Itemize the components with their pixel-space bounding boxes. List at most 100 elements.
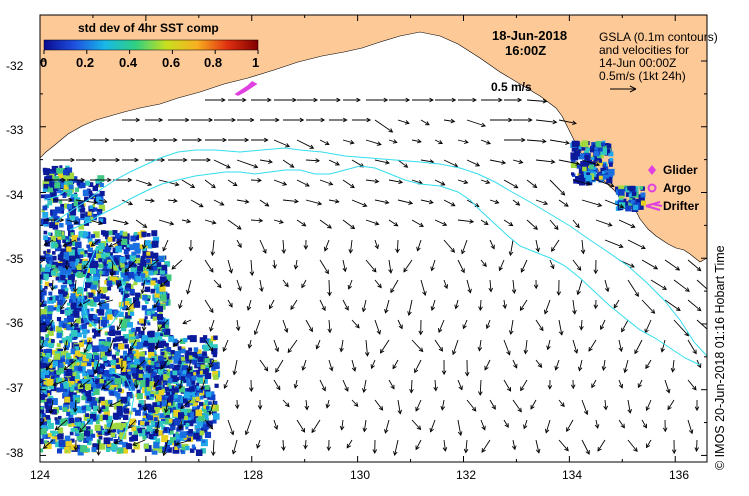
sst-pixel: [112, 230, 118, 236]
velocity-arrow: [370, 359, 376, 370]
velocity-arrow: [303, 439, 308, 450]
colorbar-tick-label: 0.8: [204, 55, 223, 70]
velocity-arrow: [481, 439, 491, 453]
sst-pixel: [128, 329, 134, 334]
velocity-arrow: [282, 159, 295, 168]
colorbar-tick-label: 0: [40, 55, 48, 70]
sst-pixel: [57, 254, 64, 261]
sst-pixel: [72, 374, 79, 381]
sst-pixel: [91, 392, 95, 396]
sst-pixel: [184, 388, 188, 392]
velocity-arrow: [121, 199, 134, 206]
velocity-arrow: [595, 219, 613, 227]
sst-pixel: [163, 356, 167, 360]
sst-pixel: [80, 182, 86, 189]
legend-glider-label: Glider: [663, 163, 698, 177]
sst-pixel: [54, 285, 58, 289]
velocity-arrow: [133, 379, 139, 389]
velocity-arrow: [618, 219, 636, 228]
velocity-arrow: [180, 399, 192, 410]
y-tick-label: -34: [6, 188, 24, 202]
sst-pixel: [130, 436, 134, 440]
velocity-arrow: [397, 399, 403, 415]
velocity-arrow: [443, 239, 456, 253]
sst-pixel: [67, 382, 72, 387]
sst-pixel: [139, 361, 147, 368]
sst-pixel: [139, 384, 145, 390]
sst-pixel: [54, 182, 61, 189]
velocity-arrow: [351, 359, 357, 372]
velocity-arrow: [572, 339, 579, 354]
sst-pixel: [95, 178, 101, 184]
velocity-arrow: [205, 97, 226, 103]
velocity-arrow: [549, 259, 555, 270]
sst-pixel: [148, 330, 155, 338]
sst-pixel: [115, 392, 121, 398]
sst-pixel: [92, 204, 96, 208]
velocity-arrow: [414, 359, 422, 374]
sst-pixel: [139, 366, 143, 371]
sst-pixel: [138, 373, 143, 378]
velocity-arrow: [687, 419, 694, 435]
sst-pixel: [167, 396, 174, 403]
sst-pixel: [159, 276, 167, 283]
sst-pixel: [74, 365, 79, 371]
velocity-arrow: [45, 359, 54, 371]
sst-pixel: [168, 370, 174, 376]
sst-pixel: [114, 255, 122, 262]
sst-pixel: [623, 201, 628, 206]
sst-pixel: [157, 335, 163, 341]
sst-pixel: [140, 420, 145, 426]
sst-pixel: [40, 345, 41, 350]
sst-pixel: [45, 320, 51, 325]
sst-pixel: [149, 308, 155, 314]
velocity-arrow: [577, 359, 583, 372]
sst-pixel: [195, 449, 203, 456]
sst-pixel: [108, 400, 113, 405]
sst-pixel: [118, 343, 125, 350]
velocity-arrow: [319, 179, 334, 186]
velocity-arrow: [374, 199, 390, 205]
sst-pixel: [593, 166, 597, 170]
sst-pixel: [56, 332, 62, 339]
sst-pixel: [213, 374, 219, 380]
sst-pixel: [140, 335, 148, 342]
sst-pixel: [77, 449, 84, 456]
sst-pixel: [67, 273, 71, 277]
velocity-arrow: [667, 399, 675, 411]
sst-pixel: [49, 364, 53, 369]
sst-pixel: [581, 146, 586, 151]
velocity-arrow: [281, 239, 287, 255]
sst-pixel: [89, 262, 95, 268]
colorbar-tick-label: 0.2: [76, 55, 95, 70]
velocity-arrow: [232, 359, 238, 376]
sst-pixel: [573, 150, 580, 157]
sst-pixel: [107, 230, 113, 236]
sst-pixel: [189, 386, 195, 392]
sst-pixel: [69, 296, 77, 303]
sst-pixel: [594, 150, 600, 157]
sst-pixel: [71, 235, 78, 242]
sst-pixel: [68, 299, 73, 303]
sst-pixel: [94, 355, 99, 360]
velocity-arrow: [519, 299, 528, 311]
sst-pixel: [145, 380, 150, 385]
sst-pixel: [41, 208, 45, 213]
sst-pixel: [40, 428, 47, 435]
sst-pixel: [198, 414, 205, 422]
sst-pixel: [80, 445, 87, 453]
sst-pixel: [93, 269, 101, 277]
velocity-arrow: [604, 239, 624, 248]
sst-pixel: [133, 358, 141, 366]
velocity-arrow: [182, 137, 203, 143]
sst-pixel: [167, 378, 173, 383]
sst-pixel: [631, 191, 637, 197]
sst-pixel: [189, 448, 195, 453]
velocity-arrow: [634, 339, 643, 355]
sst-pixel: [56, 317, 62, 322]
colorbar-ticks: [43, 50, 259, 54]
sst-pixel: [107, 331, 111, 336]
velocity-arrow: [443, 199, 456, 207]
sst-pixel: [123, 334, 130, 341]
sst-pixel: [114, 346, 119, 351]
